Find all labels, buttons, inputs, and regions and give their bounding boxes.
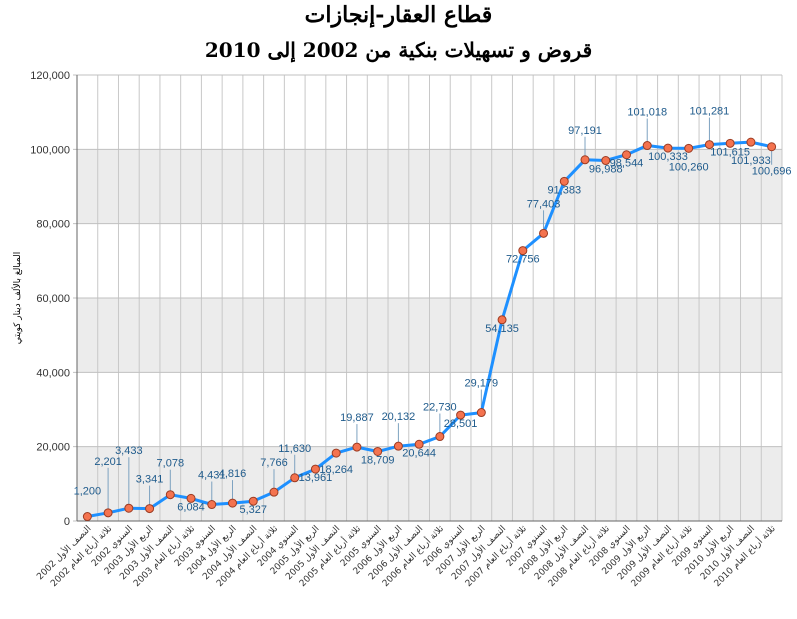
axes bbox=[76, 75, 782, 522]
data-point bbox=[145, 504, 155, 514]
data-label: 101,018 bbox=[627, 107, 667, 119]
data-point bbox=[414, 439, 424, 449]
data-point bbox=[476, 408, 486, 418]
data-point bbox=[82, 512, 92, 522]
data-point bbox=[228, 498, 238, 508]
data-point bbox=[580, 155, 590, 165]
data-label: 7,078 bbox=[157, 458, 185, 470]
data-point bbox=[518, 246, 528, 256]
data-label: 28,501 bbox=[444, 418, 478, 430]
data-point bbox=[373, 446, 383, 456]
data-markers bbox=[82, 137, 777, 522]
data-point bbox=[186, 493, 196, 503]
data-label: 54,135 bbox=[485, 323, 519, 335]
chart-subtitle: قروض و تسهيلات بنكية من 2002 إلى 2010 bbox=[204, 38, 593, 62]
data-label: 5,327 bbox=[239, 504, 267, 516]
data-point bbox=[684, 143, 694, 153]
data-point bbox=[124, 503, 134, 513]
data-label: 100,260 bbox=[669, 161, 709, 173]
data-point bbox=[621, 150, 631, 160]
data-point bbox=[642, 141, 652, 151]
y-tick-label: 100,000 bbox=[30, 144, 70, 156]
data-label: 19,887 bbox=[340, 412, 374, 424]
data-label: 13,961 bbox=[299, 472, 333, 484]
data-point bbox=[352, 442, 362, 452]
series-line bbox=[87, 140, 772, 518]
data-label: 97,191 bbox=[568, 125, 602, 137]
data-point bbox=[456, 410, 466, 420]
data-point bbox=[393, 441, 403, 451]
data-label: 29,179 bbox=[465, 378, 499, 390]
data-point bbox=[248, 496, 258, 506]
data-point bbox=[331, 448, 341, 458]
data-label: 3,341 bbox=[136, 474, 164, 486]
data-point bbox=[663, 143, 673, 153]
data-point bbox=[725, 138, 735, 148]
chart-title: قطاع العقار-إنجازات bbox=[304, 2, 493, 28]
data-point bbox=[704, 140, 714, 150]
data-point bbox=[767, 142, 777, 152]
data-point bbox=[310, 464, 320, 474]
data-label: 18,709 bbox=[361, 454, 395, 466]
data-label: 20,132 bbox=[382, 411, 416, 423]
data-label: 72,756 bbox=[506, 254, 540, 266]
data-point bbox=[269, 487, 279, 497]
data-label: 20,644 bbox=[402, 447, 436, 459]
data-label: 2,201 bbox=[94, 456, 122, 468]
data-label: 100,696 bbox=[752, 166, 792, 178]
data-label: 6,084 bbox=[177, 501, 205, 513]
data-point bbox=[601, 156, 611, 166]
data-point bbox=[103, 508, 113, 518]
data-point bbox=[497, 315, 507, 325]
data-point bbox=[559, 176, 569, 186]
data-label: 98,544 bbox=[610, 158, 644, 170]
data-point bbox=[435, 432, 445, 442]
y-tick-label: 120,000 bbox=[30, 70, 70, 82]
data-label: 18,264 bbox=[319, 464, 353, 476]
data-point bbox=[207, 500, 217, 510]
y-axis-label: المبالغ بالألف دينار كويتي bbox=[11, 252, 23, 344]
data-label: 96,988 bbox=[589, 164, 623, 176]
y-tick-label: 80,000 bbox=[36, 219, 70, 231]
y-tick-label: 0 bbox=[64, 516, 70, 528]
data-label: 101,933 bbox=[731, 155, 771, 167]
data-label: 101,615 bbox=[710, 146, 750, 158]
data-label: 77,403 bbox=[527, 198, 561, 210]
data-label: 1,200 bbox=[74, 486, 102, 498]
data-label: 22,730 bbox=[423, 402, 457, 414]
y-tick-label: 40,000 bbox=[36, 367, 70, 379]
label-leaders bbox=[107, 117, 773, 509]
data-label: 101,281 bbox=[690, 106, 730, 118]
data-label: 11,630 bbox=[278, 443, 311, 455]
data-label: 7,766 bbox=[260, 457, 288, 469]
data-point bbox=[746, 137, 756, 147]
y-tick-labels: 0 20,000 40,000 60,000 80,000 100,000 120,000 bbox=[30, 70, 70, 528]
data-point bbox=[539, 228, 549, 238]
data-label: 100,333 bbox=[648, 151, 688, 163]
data-point bbox=[290, 473, 300, 483]
y-tick-label: 20,000 bbox=[36, 442, 70, 454]
y-tick-label: 60,000 bbox=[36, 293, 70, 305]
data-point bbox=[165, 490, 175, 500]
data-label: 3,433 bbox=[115, 445, 143, 457]
data-label: 4,816 bbox=[219, 468, 247, 480]
data-label: 4,431 bbox=[198, 470, 226, 482]
data-label: 91,383 bbox=[547, 184, 581, 196]
